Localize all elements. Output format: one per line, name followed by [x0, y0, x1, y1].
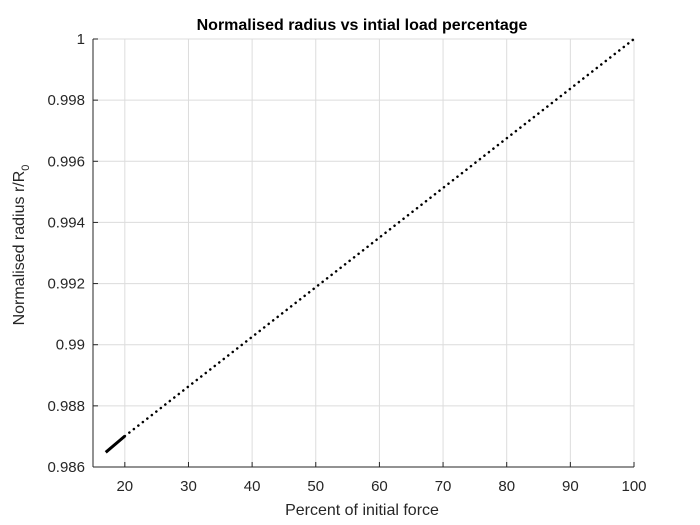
x-tick-label: 50	[307, 478, 324, 495]
axes	[92, 38, 635, 468]
y-tick-label: 0.992	[47, 276, 85, 293]
grid-lines	[93, 38, 635, 468]
x-tick-label: 70	[435, 478, 452, 495]
y-tick-label: 0.986	[47, 459, 85, 476]
y-tick-label: 0.998	[47, 92, 85, 109]
tick-labels: 20 30 40 50 60 70 80 90 100 0.986 0.988 0.99 0.992 0.…	[47, 31, 646, 495]
y-tick-label: 0.988	[47, 398, 85, 415]
x-tick-label: 80	[498, 478, 515, 495]
y-axis-label-main: Normalised radius r/R	[11, 171, 28, 326]
x-tick-label: 40	[244, 478, 261, 495]
x-tick-label: 100	[621, 478, 646, 495]
y-tick-label: 0.996	[47, 153, 85, 170]
chart-title: Normalised radius vs intial load percent…	[197, 17, 528, 34]
y-axis-label: Normalised radius r/R0	[11, 165, 32, 326]
y-tick-label: 0.99	[56, 337, 85, 354]
x-tick-label: 30	[180, 478, 197, 495]
data-series	[104, 37, 636, 454]
x-tick-label: 60	[371, 478, 388, 495]
y-axis-label-subscript: 0	[20, 165, 32, 171]
x-tick-label: 20	[116, 478, 133, 495]
x-tick-label: 90	[562, 478, 579, 495]
dotted-series-line	[123, 37, 636, 438]
x-axis-label: Percent of initial force	[285, 502, 439, 519]
y-tick-label: 0.994	[47, 214, 85, 231]
y-tick-label: 1	[77, 31, 85, 48]
solid-series-line	[104, 434, 126, 454]
